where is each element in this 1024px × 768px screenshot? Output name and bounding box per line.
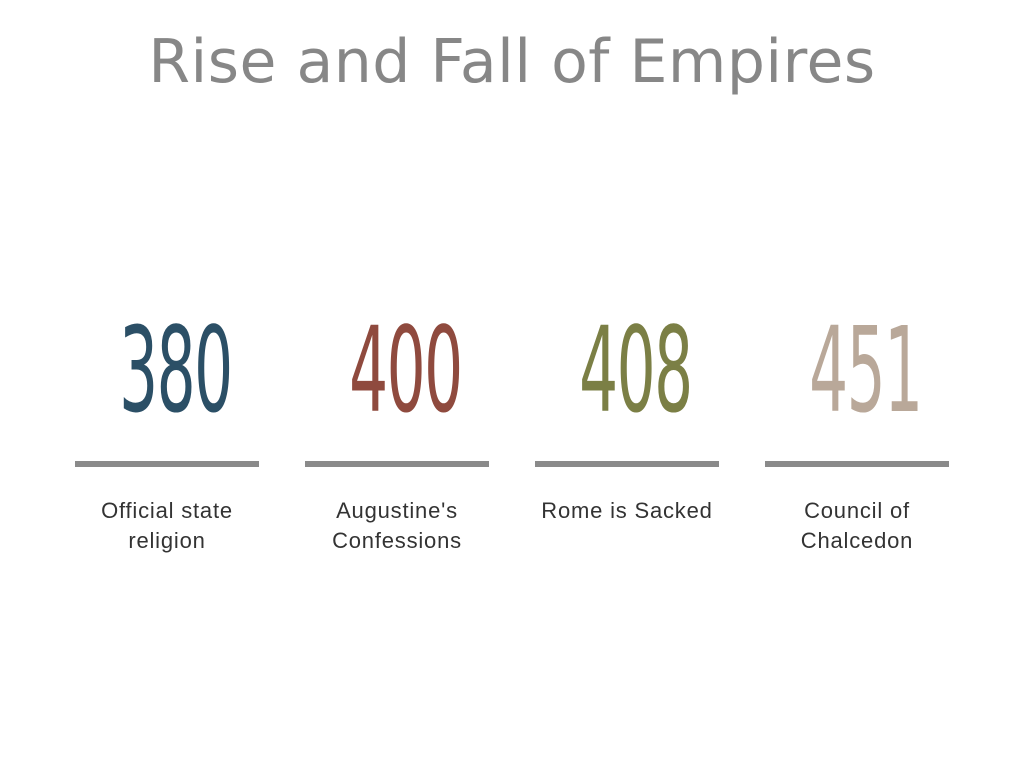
- event-label-line: religion: [128, 528, 206, 553]
- event-divider: [305, 461, 489, 467]
- timeline: 380 Official state religion 400 Augustin…: [0, 300, 1024, 580]
- slide-title: Rise and Fall of Empires: [148, 27, 876, 97]
- timeline-event-400: 400 Augustine's Confessions: [305, 300, 489, 580]
- event-label: Official state religion: [75, 496, 259, 556]
- event-label-line: Augustine's: [336, 498, 458, 523]
- event-year: 451: [809, 301, 923, 439]
- event-year: 408: [579, 301, 693, 439]
- event-label-line: Confessions: [332, 528, 462, 553]
- event-label: Augustine's Confessions: [305, 496, 489, 556]
- event-label-line: Rome is Sacked: [541, 498, 713, 523]
- event-divider: [765, 461, 949, 467]
- event-label: Rome is Sacked: [535, 496, 719, 526]
- event-year: 380: [119, 301, 233, 439]
- event-label-line: Chalcedon: [800, 528, 914, 553]
- timeline-event-451: 451 Council of Chalcedon: [765, 300, 949, 580]
- timeline-event-408: 408 Rome is Sacked: [535, 300, 719, 580]
- event-label: Council of Chalcedon: [765, 496, 949, 556]
- event-label-line: Council of: [804, 498, 910, 523]
- timeline-event-380: 380 Official state religion: [75, 300, 259, 580]
- event-year: 400: [349, 301, 463, 439]
- event-divider: [535, 461, 719, 467]
- event-divider: [75, 461, 259, 467]
- event-label-line: Official state: [101, 498, 233, 523]
